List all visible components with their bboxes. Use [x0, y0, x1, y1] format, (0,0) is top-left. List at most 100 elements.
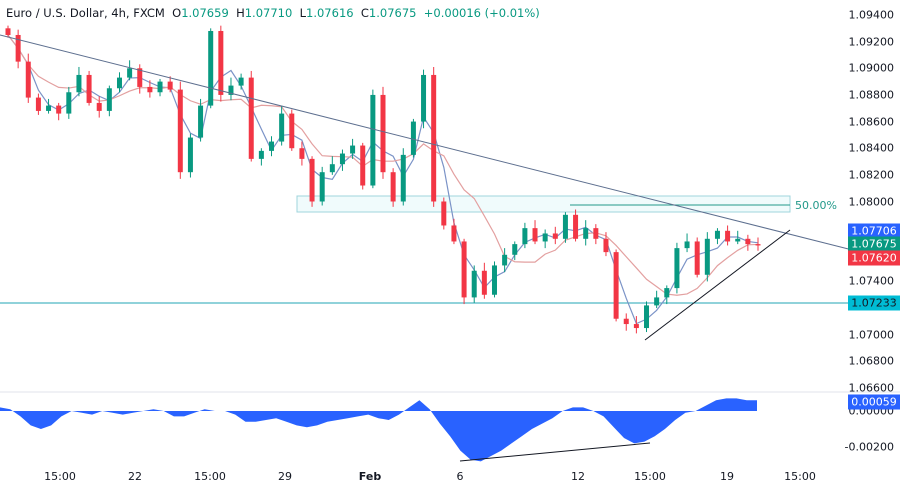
candle-body — [714, 230, 720, 239]
symbol-legend: Euro / U.S. Dollar, 4h, FXCM O1.07659 H1… — [6, 6, 540, 20]
candle-body — [25, 61, 31, 98]
y-axis-label: 1.07400 — [848, 274, 895, 288]
candle-body — [279, 113, 285, 142]
candle-body — [299, 148, 305, 159]
candle-body — [644, 305, 650, 329]
descending-trendline — [0, 34, 900, 263]
y-axis-label: 1.09000 — [848, 61, 895, 75]
candle-body — [481, 270, 487, 295]
change-value: +0.00016 (+0.01%) — [423, 6, 540, 20]
candle-body — [603, 238, 609, 253]
candle-body — [309, 158, 315, 202]
candle-body — [451, 225, 457, 242]
y-axis-label: 1.08400 — [848, 141, 895, 155]
y-axis-label: 1.08800 — [848, 88, 895, 102]
candle-body — [573, 214, 579, 239]
candle-body — [147, 86, 153, 93]
y-axis-label: 1.06600 — [848, 381, 895, 395]
high-value: 1.07710 — [244, 6, 293, 20]
candle-body — [684, 241, 690, 249]
candle-body — [116, 77, 122, 89]
candle-body — [228, 85, 234, 95]
candle-body — [491, 265, 497, 295]
candle-body — [613, 252, 619, 319]
price-tag: 1.07675 — [848, 236, 900, 252]
candle-body — [431, 74, 437, 202]
candle-body — [360, 145, 366, 186]
close-value: 1.07675 — [368, 6, 417, 20]
low-value: 1.07616 — [306, 6, 354, 20]
candle-body — [562, 214, 568, 239]
candle-body — [674, 248, 680, 289]
open-value: 1.07659 — [181, 6, 229, 20]
oscillator-divergence-line — [459, 442, 651, 462]
x-axis-label: 6 — [456, 470, 464, 483]
candle-body — [96, 102, 102, 111]
candle-body — [15, 34, 21, 62]
candle-body — [461, 241, 467, 298]
candle-body — [735, 238, 741, 242]
y-axis-label: 1.08600 — [848, 115, 895, 129]
candle-body — [248, 77, 254, 159]
candle-body — [329, 164, 335, 173]
candle-body — [177, 89, 183, 173]
candle-body — [218, 30, 224, 95]
y-axis-label: 1.08000 — [848, 195, 895, 208]
candle-body — [410, 121, 416, 155]
candle-body — [258, 150, 264, 159]
candle-body — [350, 145, 356, 154]
y-axis-label: 1.07000 — [848, 328, 895, 342]
candle-body — [35, 97, 41, 111]
candle-body — [471, 270, 477, 298]
x-axis-label: 15:00 — [44, 470, 76, 483]
candle-body — [208, 30, 214, 106]
candle-body — [167, 81, 173, 90]
ascending-trendline — [644, 229, 791, 341]
candle-body — [319, 172, 325, 202]
candle-body — [725, 230, 731, 242]
candle-body — [633, 324, 639, 329]
price-tag: 1.07620 — [848, 250, 900, 266]
candle-body — [46, 105, 52, 111]
candle-body — [400, 154, 406, 202]
fib-level-label: 50.00% — [795, 199, 837, 212]
candle-body — [552, 233, 558, 239]
y-axis-label: 1.09400 — [848, 8, 895, 22]
candle-body — [137, 68, 143, 87]
candle-body — [542, 233, 548, 242]
symbol-name: Euro / U.S. Dollar, 4h, FXCM — [6, 6, 165, 20]
candle-body — [339, 153, 345, 165]
candle-body — [502, 254, 508, 266]
candle-body — [86, 74, 92, 103]
y-axis-label: 1.09200 — [848, 35, 895, 49]
candle-body — [380, 94, 386, 173]
oscillator-value-tag: 0.00059 — [848, 394, 900, 410]
x-axis-label: 15:00 — [634, 470, 666, 483]
y-axis-label: 1.08200 — [848, 168, 895, 182]
candle-body — [198, 105, 204, 138]
candle-body — [390, 172, 396, 202]
oscillator-area — [0, 398, 757, 462]
candle-body — [664, 288, 670, 298]
candle-body — [654, 297, 660, 306]
candle-body — [755, 244, 761, 246]
candle-body — [66, 92, 72, 114]
candle-body — [56, 105, 62, 114]
oscillator-axis-label: -0.00200 — [844, 440, 894, 454]
candle-body — [106, 88, 112, 111]
candle-body — [583, 228, 589, 239]
y-axis-label: 1.06800 — [848, 354, 895, 368]
x-axis-label: 29 — [278, 470, 292, 483]
price-tag: 1.07233 — [848, 295, 900, 311]
x-axis-label: 22 — [128, 470, 142, 483]
candle-body — [512, 244, 518, 255]
candle-body — [421, 74, 427, 122]
resistance-zone — [296, 195, 791, 213]
candle-body — [269, 141, 275, 151]
x-axis-label: 15:00 — [784, 470, 816, 483]
candle-body — [745, 238, 751, 245]
candle-body — [157, 81, 163, 93]
candle-body — [694, 241, 700, 275]
